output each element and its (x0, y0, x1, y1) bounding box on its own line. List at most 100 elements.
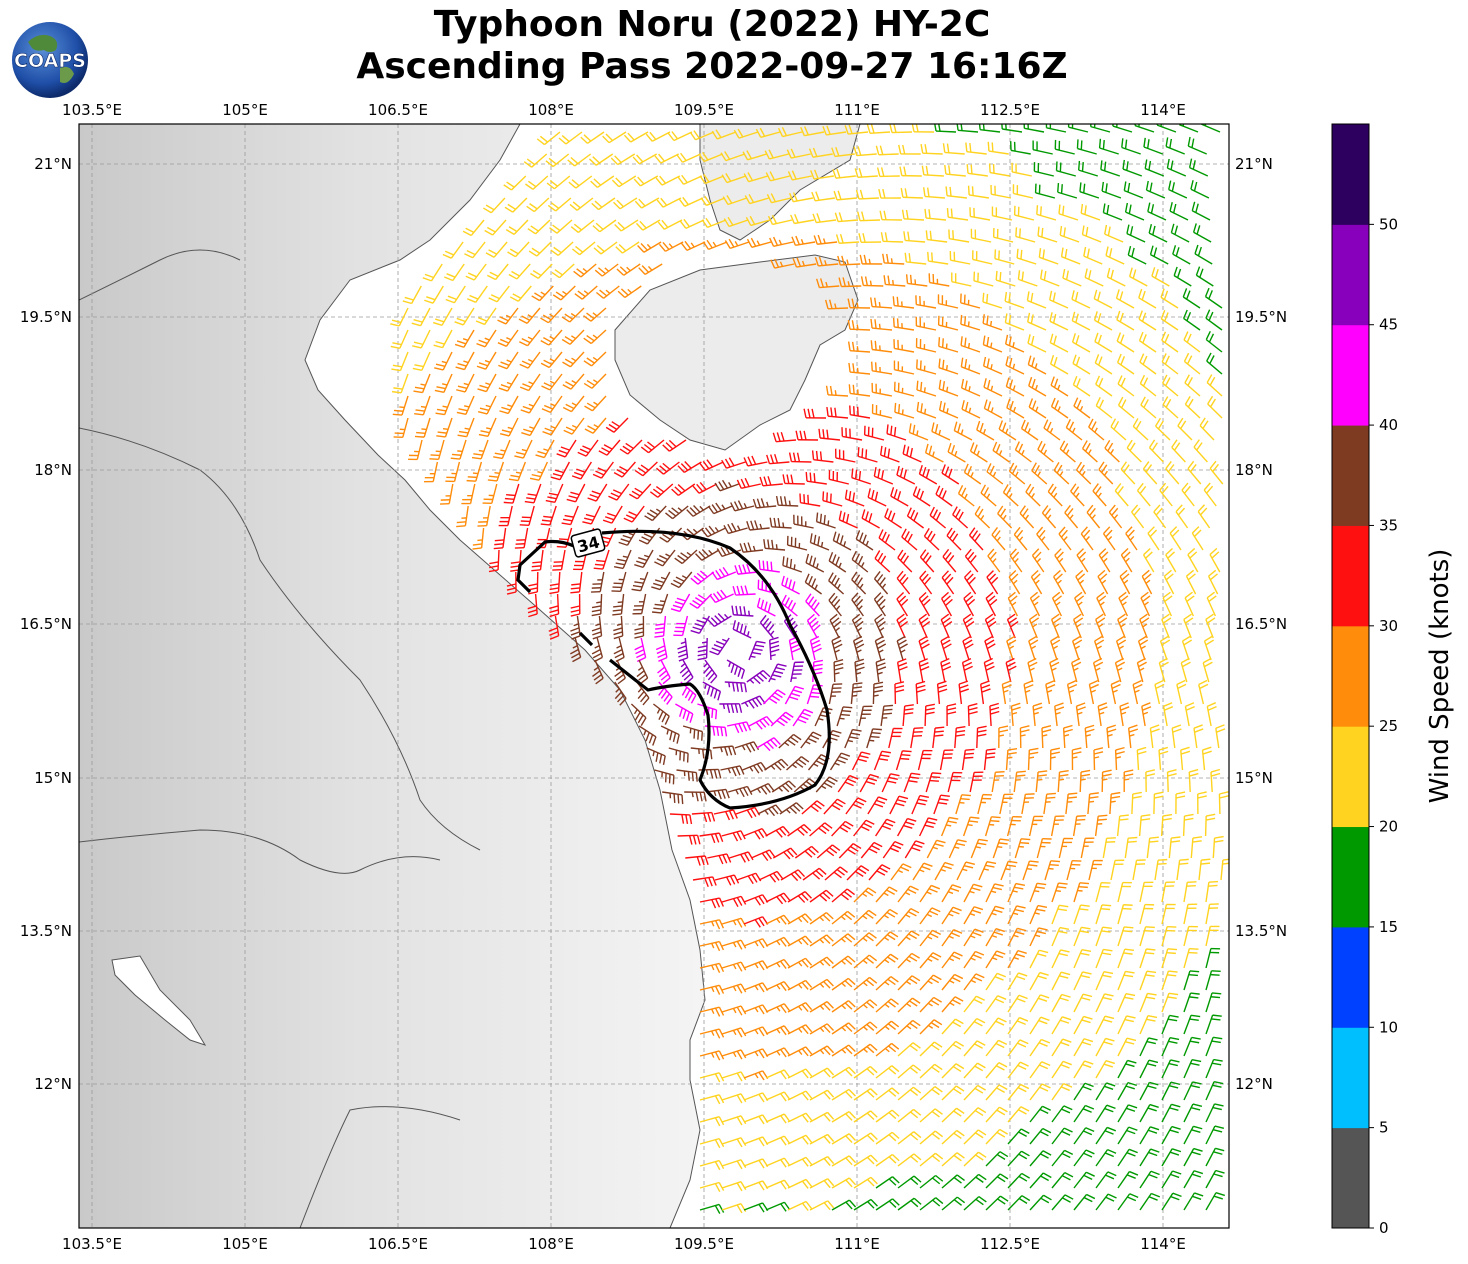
wind-barb (527, 593, 538, 618)
wind-barb (521, 417, 541, 437)
wind-barb (411, 307, 431, 327)
wind-barb (890, 487, 909, 507)
wind-barb (1205, 309, 1223, 331)
wind-barb (1183, 1036, 1201, 1057)
wind-barb (655, 637, 668, 662)
coaps-logo: COAPS (12, 22, 88, 98)
wind-barb (1183, 352, 1201, 375)
wind-barb (1055, 161, 1076, 177)
wind-barb (1031, 548, 1045, 573)
top-lon-label: 112.5°E (980, 101, 1040, 119)
wind-barb (1161, 1014, 1179, 1035)
wind-barb (1038, 248, 1059, 265)
wind-barb (1183, 1103, 1203, 1123)
wind-barb (690, 615, 711, 635)
wind-barb (1100, 160, 1121, 177)
wind-barb (831, 910, 856, 925)
right-lat-label: 15°N (1235, 769, 1273, 787)
wind-barb (1183, 331, 1201, 353)
wind-barb (614, 659, 626, 685)
wind-barb (915, 338, 937, 353)
wind-barb (835, 448, 856, 463)
wind-barb (893, 339, 915, 353)
wind-barb (709, 637, 730, 656)
wind-barb (593, 549, 610, 570)
wind-barb (897, 1086, 922, 1101)
wind-barb (919, 1086, 943, 1101)
wind-barb (658, 241, 684, 252)
wind-barb (1161, 1148, 1182, 1167)
wind-barb (744, 194, 770, 205)
wind-barb (1007, 591, 1019, 617)
wind-barb (1209, 460, 1224, 485)
wind-barb (875, 931, 899, 947)
wind-barb (967, 185, 990, 199)
wind-barb (984, 613, 997, 639)
wind-barb (690, 570, 715, 585)
wind-barb (613, 461, 636, 478)
wind-barb (770, 711, 794, 727)
wind-barb (815, 278, 840, 289)
wind-barb (635, 219, 661, 231)
wind-barb (1075, 702, 1086, 727)
wind-barb (1145, 180, 1166, 199)
wind-barb (985, 1195, 1009, 1211)
wind-barb (940, 635, 952, 661)
colorbar-tick-label: 40 (1379, 416, 1398, 434)
wind-barb (1203, 482, 1217, 507)
wind-barb (391, 351, 409, 372)
wind-barb (822, 125, 847, 136)
wind-barb (1073, 1193, 1096, 1211)
wind-barb (703, 659, 718, 684)
wind-barb (765, 1179, 791, 1190)
wind-barb (1007, 1172, 1030, 1189)
wind-barb (874, 550, 891, 573)
wind-barb (1161, 1059, 1180, 1079)
wind-barb (745, 215, 771, 227)
wind-barb (921, 165, 944, 177)
wind-barb (1193, 724, 1204, 749)
wind-barb (1095, 904, 1112, 925)
wind-barb (870, 318, 893, 331)
wind-barb (1096, 591, 1107, 617)
wind-barb (665, 505, 689, 520)
wind-barb (938, 400, 959, 419)
wind-barb (992, 441, 1010, 463)
wind-barb (809, 1156, 835, 1167)
wind-barb (1117, 1126, 1138, 1145)
wind-barb (875, 658, 887, 683)
wind-barb (1158, 657, 1169, 683)
wind-barb (1181, 482, 1195, 507)
wind-barb (593, 241, 618, 255)
wind-barb (613, 197, 638, 210)
wind-barb (875, 1176, 900, 1189)
wind-barb (953, 421, 973, 441)
wind-barb (962, 635, 974, 661)
wind-barb (488, 549, 500, 573)
wind-barb (765, 1113, 791, 1124)
wind-barb (1050, 815, 1065, 837)
wind-barb (654, 769, 675, 785)
wind-barb (651, 571, 671, 591)
wind-barb (1071, 333, 1091, 353)
wind-barb (1207, 395, 1223, 419)
wind-barb (897, 1064, 921, 1079)
wind-barb (584, 417, 607, 434)
wind-barb (896, 635, 908, 661)
wind-barb (984, 816, 1001, 837)
wind-barb (941, 951, 963, 969)
wind-barb (556, 439, 577, 458)
wind-barb (498, 351, 519, 370)
wind-barb (963, 906, 984, 925)
wind-barb (1092, 483, 1107, 507)
wind-barb (982, 356, 1003, 375)
wind-barb (518, 307, 541, 324)
wind-barb (751, 849, 776, 862)
wind-barb (450, 439, 467, 460)
wind-barb (766, 454, 790, 465)
wind-barb (699, 1116, 725, 1127)
wind-barb (997, 505, 1013, 529)
wind-barb (721, 173, 747, 184)
wind-barb (951, 272, 972, 287)
colorbar-ticks: 0 5 10 15 20 25 30 35 40 45 50 (1369, 215, 1398, 1237)
